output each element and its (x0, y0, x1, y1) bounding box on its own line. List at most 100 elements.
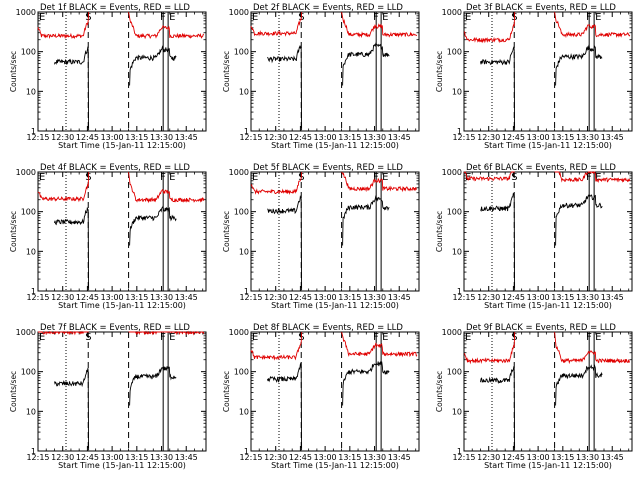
panel-title: Det 4f BLACK = Events, RED = LLD (40, 163, 190, 173)
panel-title: Det 1f BLACK = Events, RED = LLD (40, 3, 190, 13)
marker-label-e-start: E (465, 332, 471, 343)
y-tick-label: 1 (31, 447, 36, 456)
x-tick-label: 12:30 (477, 133, 500, 142)
marker-label-e-start: E (252, 172, 258, 183)
events-series-line (54, 366, 177, 451)
x-tick-label: 13:15 (338, 133, 361, 142)
y-axis-label: Counts/sec (435, 371, 444, 412)
marker-label-f: F (586, 332, 592, 343)
y-tick-label: 1 (457, 287, 462, 296)
panel-title: Det 6f BLACK = Events, RED = LLD (466, 163, 616, 173)
x-tick-label: 13:00 (314, 453, 337, 462)
x-axis-label: Start Time (15-Jan-11 12:15:00) (484, 461, 612, 470)
x-tick-label: 13:15 (338, 293, 361, 302)
marker-label-f: F (160, 172, 166, 183)
x-tick-label: 12:15 (452, 293, 475, 302)
plot-frame (250, 331, 420, 452)
y-tick-label: 10 (452, 87, 462, 96)
y-tick-label: 10 (452, 247, 462, 256)
events-series-line (54, 45, 177, 131)
y-tick-label: 1000 (442, 8, 462, 17)
x-tick-label: 13:45 (601, 293, 624, 302)
x-tick-label: 12:30 (264, 453, 287, 462)
plot-frame (463, 11, 633, 132)
y-tick-label: 1 (244, 287, 249, 296)
marker-label-e-end: E (169, 12, 175, 23)
y-tick-label: 1 (31, 127, 36, 136)
x-tick-label: 13:15 (338, 453, 361, 462)
lld-series-line (37, 11, 204, 40)
x-tick-label: 12:15 (452, 133, 475, 142)
y-axis-label: Counts/sec (222, 211, 231, 252)
lld-series-line (38, 330, 205, 336)
x-tick-label: 13:30 (576, 453, 599, 462)
x-tick-label: 13:30 (150, 133, 173, 142)
marker-label-e-start: E (39, 12, 45, 23)
lld-series-line (463, 331, 631, 365)
y-tick-label: 10 (26, 407, 36, 416)
x-tick-label: 13:00 (101, 133, 124, 142)
marker-label-e-start: E (39, 332, 45, 343)
marker-label-e-start: E (465, 12, 471, 23)
x-tick-label: 12:15 (26, 453, 49, 462)
x-tick-label: 13:15 (125, 453, 148, 462)
marker-label-f: F (586, 172, 592, 183)
y-tick-label: 10 (26, 87, 36, 96)
y-tick-label: 100 (447, 368, 462, 377)
y-tick-label: 1000 (442, 328, 462, 337)
x-tick-label: 13:45 (388, 133, 411, 142)
y-tick-label: 1 (31, 287, 36, 296)
y-tick-label: 1000 (16, 8, 36, 17)
x-tick-label: 13:45 (601, 133, 624, 142)
x-tick-label: 12:45 (76, 453, 99, 462)
marker-label-f: F (586, 12, 592, 23)
x-tick-label: 13:30 (363, 293, 386, 302)
lld-series-line (250, 11, 417, 39)
x-tick-label: 13:30 (576, 293, 599, 302)
x-tick-label: 13:00 (314, 293, 337, 302)
y-tick-label: 10 (452, 407, 462, 416)
y-tick-label: 1 (244, 127, 249, 136)
x-axis-label: Start Time (15-Jan-11 12:15:00) (484, 141, 612, 150)
y-axis-label: Counts/sec (222, 371, 231, 412)
y-axis-label: Counts/sec (435, 211, 444, 252)
x-tick-label: 13:30 (363, 453, 386, 462)
marker-label-e-start: E (252, 332, 258, 343)
marker-label-e-end: E (595, 172, 601, 183)
x-axis-label: Start Time (15-Jan-11 12:15:00) (58, 141, 186, 150)
panel-title: Det 3f BLACK = Events, RED = LLD (466, 3, 616, 13)
lld-series-line (250, 331, 418, 361)
lld-series-line (250, 171, 418, 196)
x-tick-label: 13:00 (101, 453, 124, 462)
y-tick-label: 10 (239, 407, 249, 416)
x-tick-label: 12:45 (502, 133, 525, 142)
events-series-line (480, 192, 603, 291)
plot-frame (250, 171, 420, 292)
marker-label-e-end: E (382, 172, 388, 183)
x-tick-label: 12:30 (477, 293, 500, 302)
x-tick-label: 13:45 (388, 453, 411, 462)
x-axis-label: Start Time (15-Jan-11 12:15:00) (58, 461, 186, 470)
x-tick-label: 13:45 (601, 453, 624, 462)
marker-label-e-start: E (252, 12, 258, 23)
x-axis-label: Start Time (15-Jan-11 12:15:00) (484, 301, 612, 310)
x-tick-label: 13:45 (388, 293, 411, 302)
x-tick-label: 12:30 (477, 453, 500, 462)
y-tick-label: 10 (239, 247, 249, 256)
x-axis-label: Start Time (15-Jan-11 12:15:00) (271, 141, 399, 150)
marker-label-e-end: E (595, 12, 601, 23)
plot-frame (37, 11, 207, 132)
plot-frame (37, 331, 207, 452)
panel-7: Det 7f BLACK = Events, RED = LLD 1 10 100 10… (9, 323, 207, 470)
panel-8: Det 8f BLACK = Events, RED = LLD 1 10 100 10… (222, 323, 420, 470)
y-tick-label: 1 (244, 447, 249, 456)
x-tick-label: 13:15 (551, 133, 574, 142)
x-tick-label: 12:30 (51, 133, 74, 142)
y-tick-label: 1 (457, 127, 462, 136)
x-tick-label: 12:15 (239, 293, 262, 302)
marker-label-e-end: E (382, 12, 388, 23)
x-tick-label: 13:30 (150, 293, 173, 302)
x-tick-label: 13:00 (101, 293, 124, 302)
x-tick-label: 13:15 (551, 293, 574, 302)
marker-label-f: F (373, 12, 379, 23)
